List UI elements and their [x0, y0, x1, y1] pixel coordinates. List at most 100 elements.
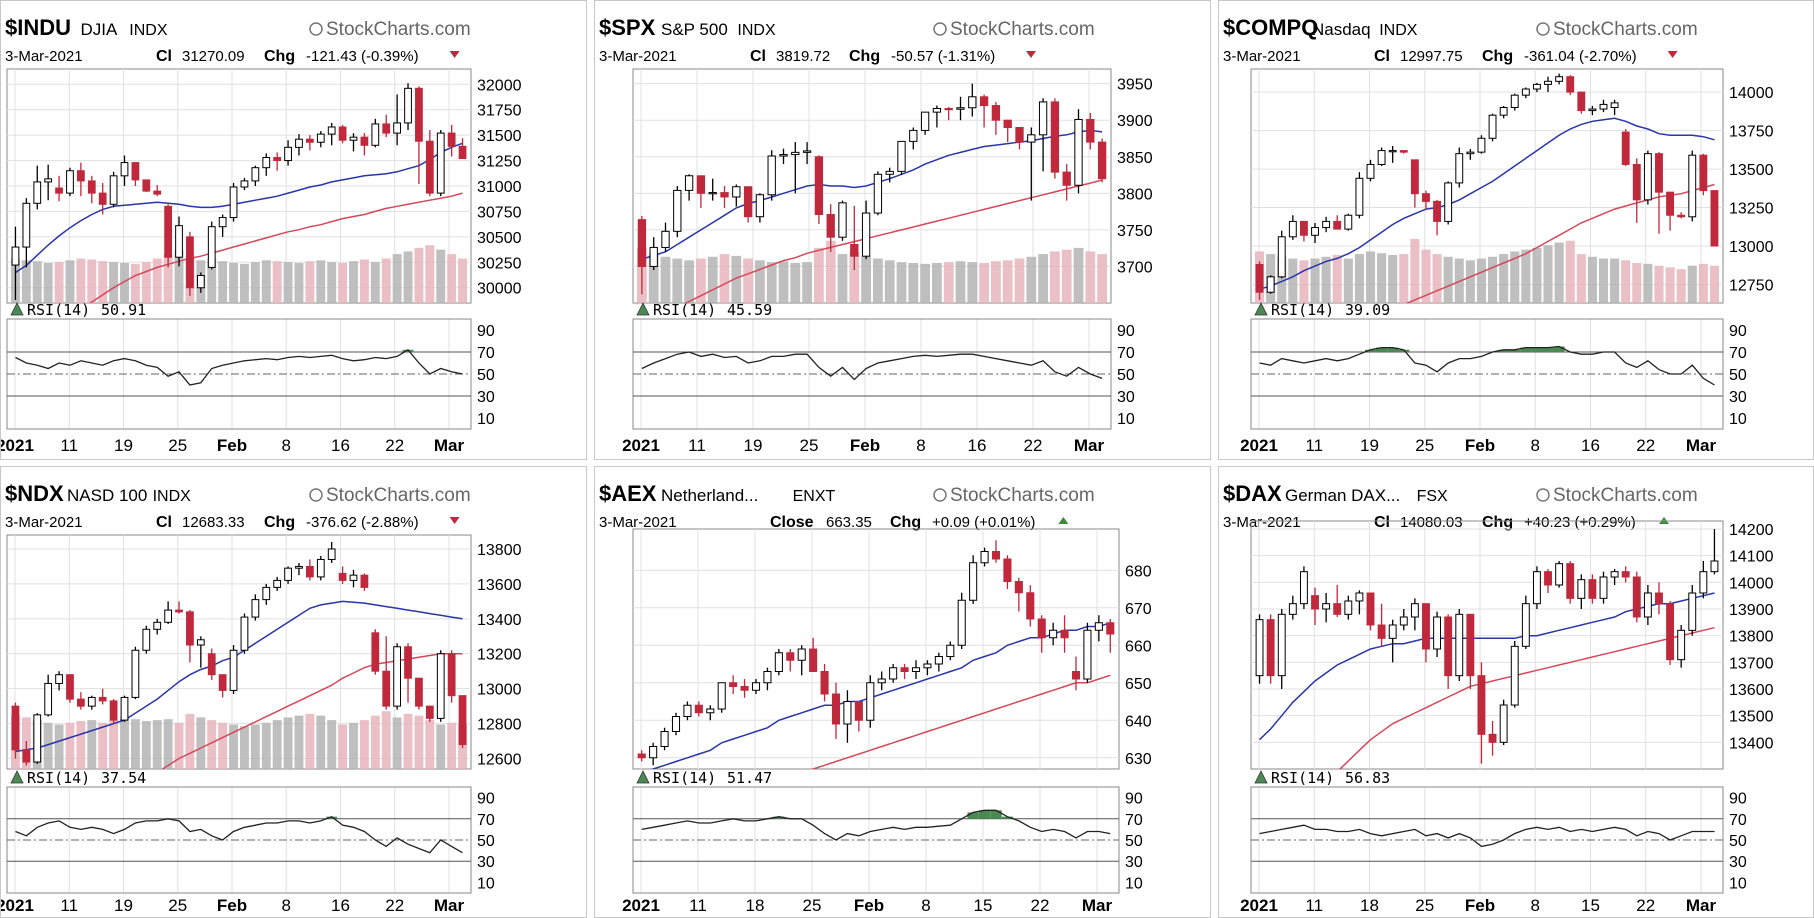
volume-bar: [1443, 256, 1453, 303]
candle-body: [1499, 106, 1508, 116]
price-tick-label: 680: [1125, 563, 1152, 580]
rsi-tick-label: 50: [1117, 367, 1135, 384]
candle-body: [196, 639, 205, 646]
x-tick-label: 11: [688, 436, 706, 455]
volume-bar: [920, 263, 930, 303]
chart-symbol: $SPX: [599, 15, 656, 40]
rsi-value: 51.47: [727, 769, 772, 787]
price-tick-label: 13700: [1729, 655, 1774, 672]
x-tick-label: 22: [1636, 436, 1655, 455]
candle-body: [142, 179, 151, 192]
volume-bar: [731, 255, 742, 303]
candle-body: [1106, 622, 1115, 635]
candle-body: [1027, 134, 1036, 143]
candle-body: [1566, 76, 1575, 93]
x-tick-label: 18: [1360, 896, 1379, 915]
candle-body: [415, 677, 423, 707]
candle-body: [866, 682, 875, 721]
rsi-line: [15, 348, 463, 386]
x-tick-label: 15: [1581, 896, 1600, 915]
chart-exchange: INDX: [153, 488, 192, 505]
candle-body: [262, 157, 271, 169]
volume-bar: [1488, 256, 1498, 303]
rsi-indicator-icon: [636, 770, 650, 784]
rsi-value: 45.59: [727, 301, 772, 319]
price-tick-label: 13900: [1729, 602, 1774, 619]
volume-bar: [414, 247, 424, 303]
ma50-line: [1338, 626, 1715, 769]
volume-bar: [163, 254, 173, 303]
candle-body: [889, 667, 898, 680]
volume-bar: [207, 258, 217, 303]
price-tick-label: 13000: [1729, 239, 1774, 256]
volume-bar: [1410, 238, 1420, 303]
candle-body: [1288, 220, 1297, 238]
volume-bar: [65, 260, 75, 303]
volume-bar: [814, 247, 824, 303]
price-tick-label: 31500: [477, 128, 522, 145]
candle-body: [131, 162, 140, 181]
x-tick-label: 25: [1415, 896, 1434, 915]
rsi-tick-label: 90: [477, 791, 495, 808]
watermark-text: StockCharts.com: [950, 485, 1095, 506]
candle-body: [957, 599, 966, 646]
chart-svg: $INDU DJIA INDX StockCharts.com 3-Mar-2021 Cl…: [1, 15, 522, 455]
candle-body: [447, 653, 456, 697]
volume-bar: [338, 262, 348, 303]
candle-body: [740, 686, 749, 691]
chart-name: Nasdaq: [1312, 20, 1371, 39]
volume-bar: [1365, 251, 1376, 303]
candle-body: [1521, 88, 1530, 96]
volume-bar: [696, 258, 706, 303]
candle-body: [393, 646, 401, 707]
candle-body: [1344, 214, 1353, 230]
candle-body: [1083, 629, 1092, 680]
chart-date: 3-Mar-2021: [5, 514, 83, 531]
change-down-icon: [449, 517, 460, 524]
volume-bar: [272, 720, 282, 769]
volume-bar: [141, 720, 151, 769]
candle-body: [295, 138, 303, 148]
candle-body: [447, 132, 456, 147]
price-tick-label: 30250: [477, 255, 522, 272]
candle-body: [743, 186, 753, 218]
candle-body: [797, 648, 806, 661]
rsi-overbought-fill: [967, 812, 979, 819]
chart-svg: $SPX S&P 500 INDX StockCharts.com 3-Mar-2021…: [599, 15, 1153, 455]
candle-body: [186, 611, 194, 646]
rsi-indicator-icon: [10, 770, 24, 784]
candle-body: [934, 656, 943, 665]
rsi-label: RSI(14): [653, 301, 716, 319]
candle-body: [22, 202, 31, 248]
price-tick-label: 3750: [1117, 223, 1153, 240]
volume-bar: [392, 717, 402, 769]
volume-bar: [294, 715, 304, 769]
x-tick-label: Mar: [1686, 436, 1717, 455]
candle-body: [1621, 571, 1630, 578]
candle-body: [1499, 704, 1508, 743]
candle-body: [637, 753, 646, 759]
volume-bar: [261, 260, 271, 303]
candle-body: [861, 212, 871, 257]
volume-bar: [1576, 254, 1586, 303]
chart-exchange: ENXT: [793, 488, 836, 505]
x-tick-label: 19: [1360, 436, 1379, 455]
rsi-overbought-fill: [990, 810, 1002, 819]
volume-bar: [979, 262, 989, 303]
volume-bar: [1643, 263, 1653, 303]
volume-bar: [403, 251, 413, 303]
candle-body: [240, 616, 249, 651]
volume-bar: [349, 722, 358, 769]
watermark-logo-icon: [1536, 22, 1550, 36]
x-tick-label: 25: [803, 896, 822, 915]
rsi-label: RSI(14): [653, 769, 716, 787]
candle-body: [1410, 159, 1419, 195]
volume-bar: [370, 262, 380, 303]
volume-bar: [1587, 256, 1597, 303]
candle-body: [1710, 560, 1719, 573]
rsi-tick-label: 50: [1729, 833, 1747, 850]
volume-bar: [261, 722, 271, 769]
volume-bar: [1050, 251, 1060, 303]
candle-body: [371, 123, 380, 146]
